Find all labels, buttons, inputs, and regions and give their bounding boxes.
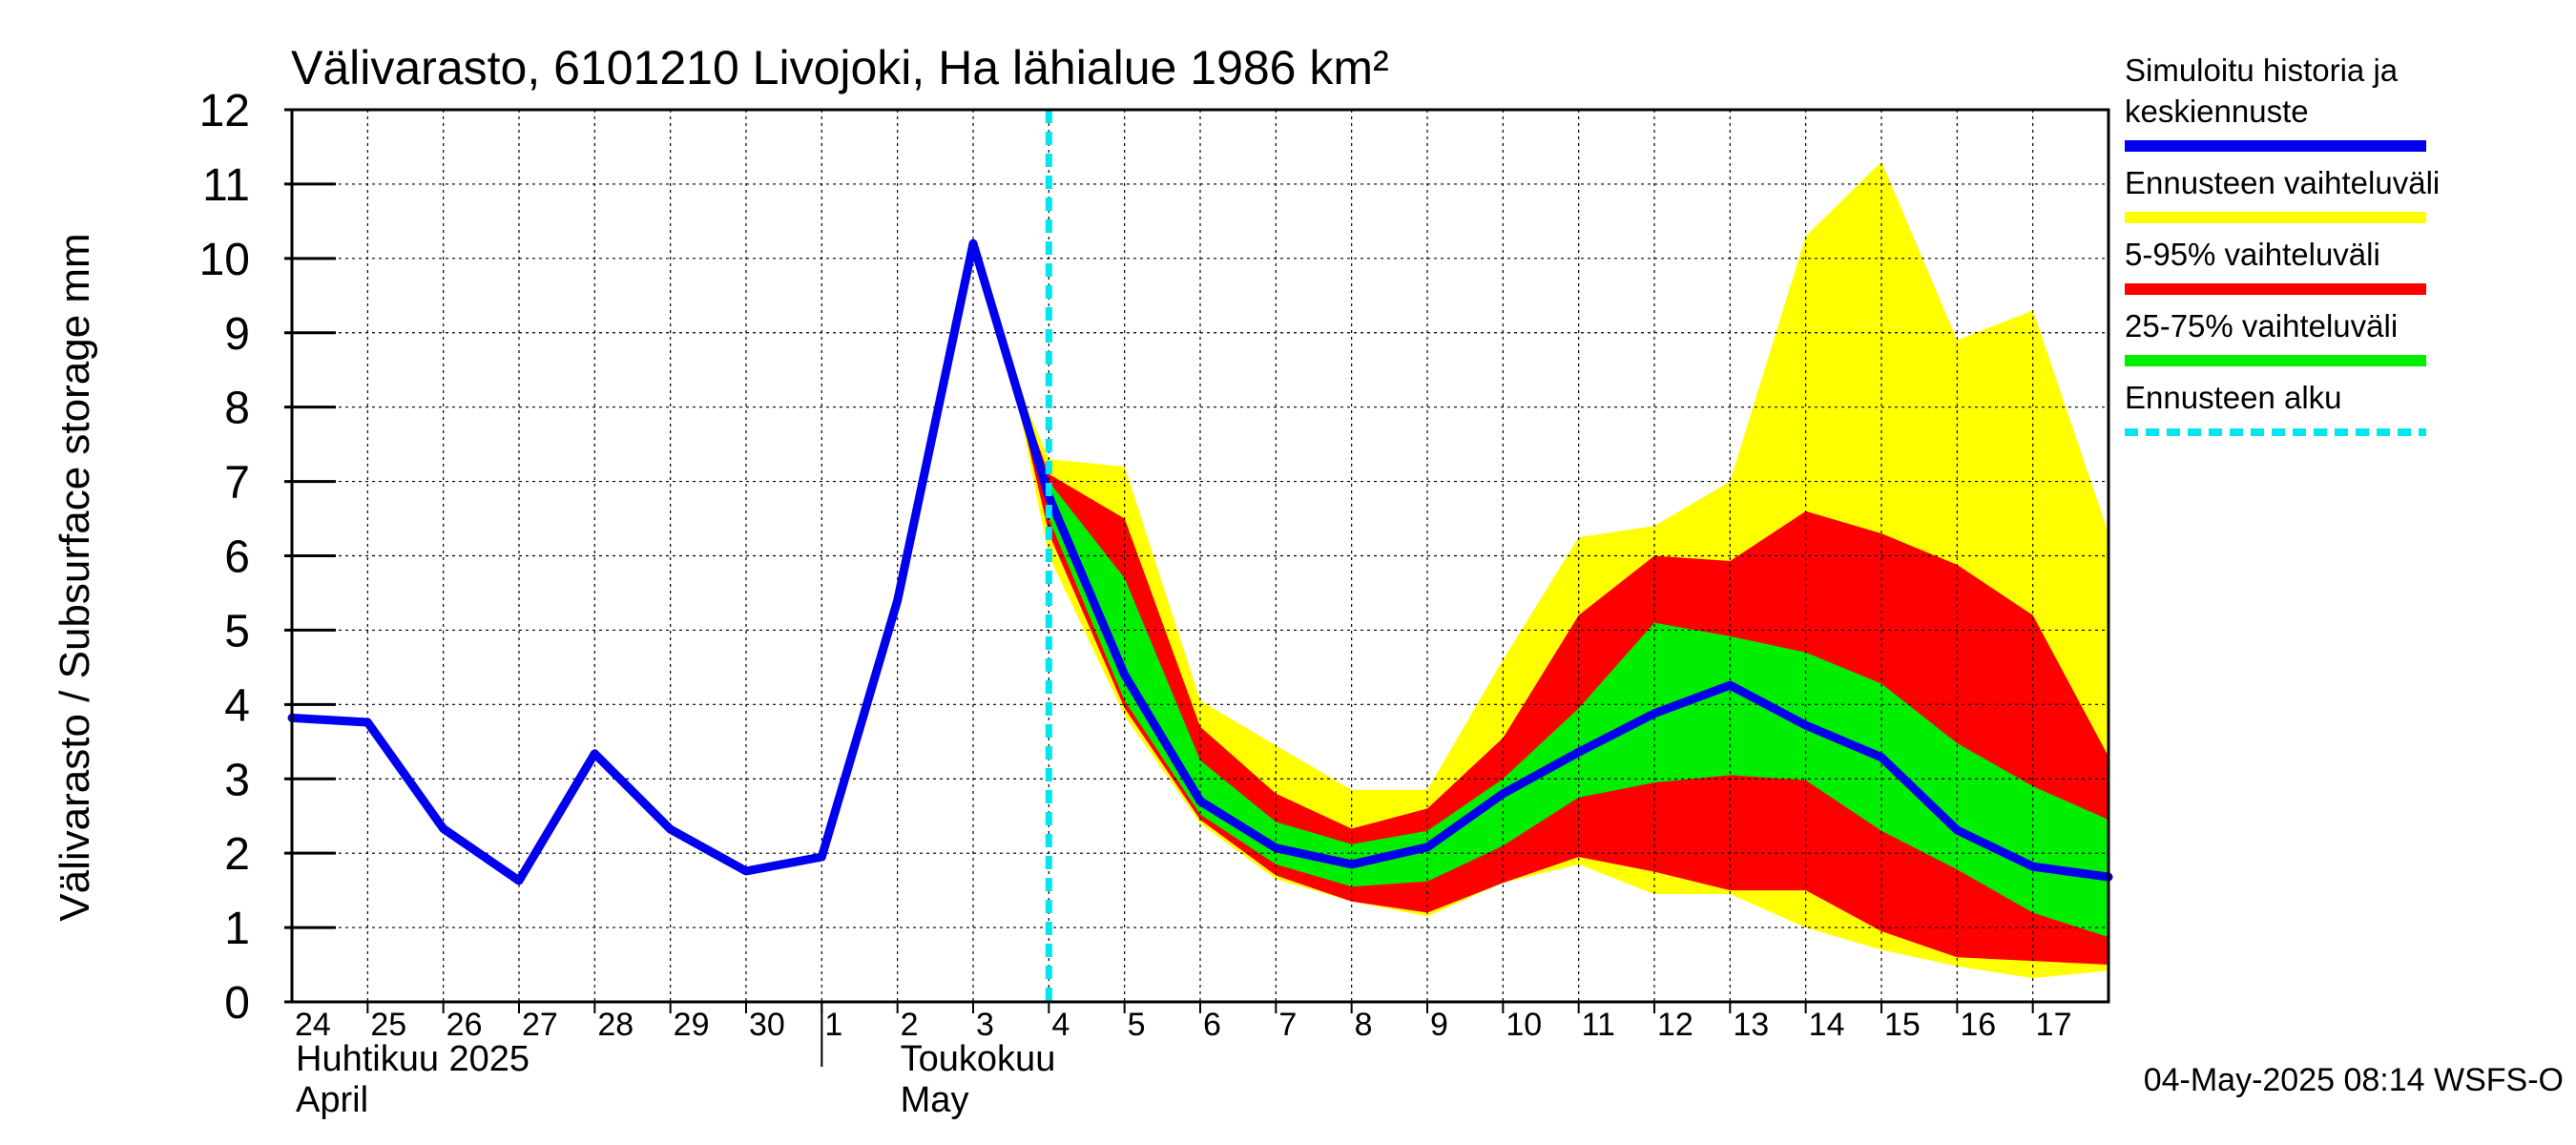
x-tick-label: 28 — [597, 1007, 634, 1043]
x-tick-label: 26 — [447, 1007, 483, 1043]
x-tick-label: 11 — [1582, 1007, 1615, 1043]
x-tick-label: 13 — [1733, 1007, 1769, 1043]
x-tick-label: 12 — [1657, 1007, 1693, 1043]
y-axis-label: Välivarasto / Subsurface storage mm — [52, 233, 98, 921]
x-tick-label: 4 — [1051, 1007, 1070, 1043]
x-tick-label: 16 — [1960, 1007, 1996, 1043]
month-label-en: May — [901, 1080, 969, 1120]
x-tick-label: 1 — [824, 1007, 842, 1043]
x-tick-label: 3 — [976, 1007, 994, 1043]
y-tick-label: 9 — [224, 309, 250, 360]
grid — [292, 110, 2109, 1002]
x-tick-label: 29 — [674, 1007, 710, 1043]
y-tick-label: 10 — [199, 235, 250, 285]
series-layer — [287, 239, 2113, 885]
x-tick-label: 24 — [295, 1007, 331, 1043]
x-tick-label: 6 — [1203, 1007, 1221, 1043]
uncertainty-bands — [1010, 161, 2109, 979]
y-tick-label: 5 — [224, 606, 250, 656]
band-1 — [1010, 369, 2109, 965]
y-tick-label: 1 — [224, 904, 250, 954]
x-tick-label: 5 — [1128, 1007, 1146, 1043]
legend-label: Ennusteen alku — [2125, 380, 2342, 415]
legend-label: keskiennuste — [2125, 94, 2309, 129]
legend-label: Simuloitu historia ja — [2125, 52, 2399, 88]
y-tick-label: 2 — [224, 829, 250, 880]
chart-title: Välivarasto, 6101210 Livojoki, Ha lähial… — [291, 41, 1389, 94]
legend: Simuloitu historia ja keskiennuste Ennuste… — [2125, 52, 2440, 436]
legend-label: 5-95% vaihteluväli — [2125, 237, 2380, 272]
month-label-fi: Huhtikuu 2025 — [296, 1039, 530, 1079]
x-tick-label: 8 — [1355, 1007, 1373, 1043]
y-tick-label: 6 — [224, 532, 250, 583]
y-tick-label: 0 — [224, 978, 250, 1029]
x-tick-label: 17 — [2036, 1007, 2072, 1043]
x-tick-label: 15 — [1884, 1007, 1921, 1043]
y-tick-label: 4 — [224, 680, 250, 731]
x-tick-label: 14 — [1809, 1007, 1845, 1043]
legend-label: Ennusteen vaihteluväli — [2125, 165, 2440, 200]
band-2 — [1049, 481, 2109, 938]
y-tick-label: 11 — [202, 160, 250, 211]
x-tick-label: 9 — [1430, 1007, 1448, 1043]
y-tick-label: 3 — [224, 755, 250, 805]
timestamp-label: 04-May-2025 08:14 WSFS-O — [2144, 1062, 2564, 1098]
x-tick-label: 30 — [749, 1007, 785, 1043]
x-tick-label: 2 — [901, 1007, 919, 1043]
x-tick-label: 27 — [522, 1007, 558, 1043]
month-label-fi: Toukokuu — [901, 1039, 1056, 1079]
x-tick-label: 7 — [1278, 1007, 1297, 1043]
y-tick-label: 7 — [224, 458, 250, 509]
y-tick-label: 12 — [199, 86, 250, 136]
series-line-0 — [287, 239, 2113, 885]
x-tick-label: 10 — [1506, 1007, 1542, 1043]
y-tick-label: 8 — [224, 384, 250, 434]
month-label-en: April — [296, 1080, 368, 1120]
x-tick-label: 25 — [370, 1007, 406, 1043]
legend-label: 25-75% vaihteluväli — [2125, 308, 2398, 344]
